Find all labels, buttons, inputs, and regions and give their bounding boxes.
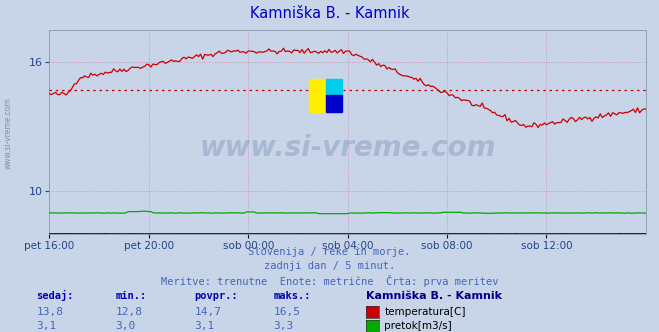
Text: min.:: min.:	[115, 291, 146, 301]
Text: 3,0: 3,0	[115, 321, 136, 331]
Text: 14,7: 14,7	[194, 307, 221, 317]
Text: 13,8: 13,8	[36, 307, 63, 317]
Text: Kamniška B. - Kamnik: Kamniška B. - Kamnik	[250, 6, 409, 22]
Text: sedaj:: sedaj:	[36, 290, 74, 301]
Text: povpr.:: povpr.:	[194, 291, 238, 301]
Text: Kamniška B. - Kamnik: Kamniška B. - Kamnik	[366, 291, 501, 301]
Text: zadnji dan / 5 minut.: zadnji dan / 5 minut.	[264, 261, 395, 271]
Text: www.si-vreme.com: www.si-vreme.com	[200, 134, 496, 162]
Text: 3,3: 3,3	[273, 321, 294, 331]
Bar	[309, 79, 326, 112]
Text: temperatura[C]: temperatura[C]	[384, 307, 466, 317]
Text: www.si-vreme.com: www.si-vreme.com	[3, 97, 13, 169]
Text: pretok[m3/s]: pretok[m3/s]	[384, 321, 452, 331]
Text: Slovenija / reke in morje.: Slovenija / reke in morje.	[248, 247, 411, 257]
Text: 3,1: 3,1	[194, 321, 215, 331]
Text: 12,8: 12,8	[115, 307, 142, 317]
Bar	[326, 79, 342, 95]
Text: 16,5: 16,5	[273, 307, 301, 317]
Text: maks.:: maks.:	[273, 291, 311, 301]
Bar	[326, 95, 342, 112]
Text: 3,1: 3,1	[36, 321, 57, 331]
Text: Meritve: trenutne  Enote: metrične  Črta: prva meritev: Meritve: trenutne Enote: metrične Črta: …	[161, 275, 498, 287]
